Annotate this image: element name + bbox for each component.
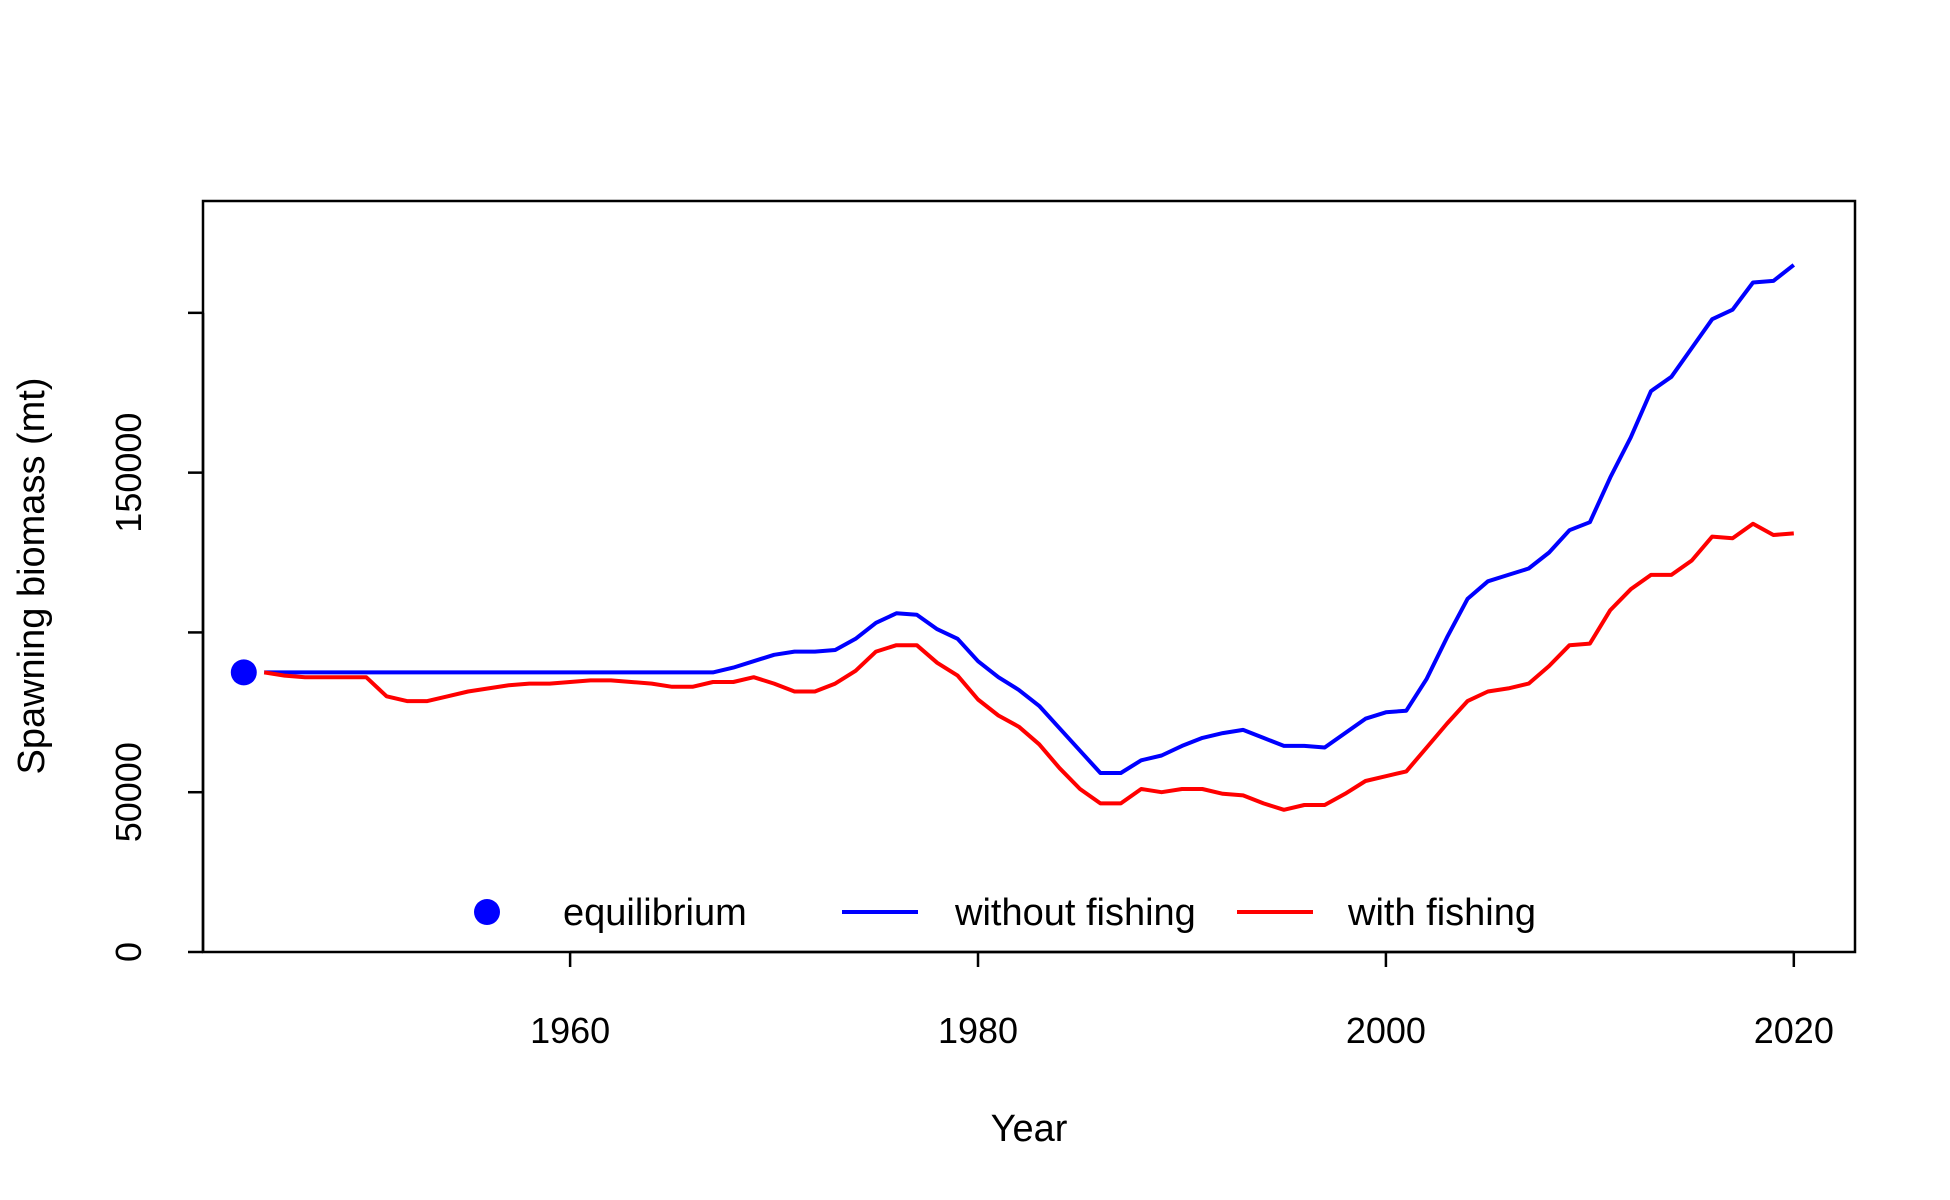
x-tick-label: 1960: [530, 1010, 610, 1051]
equilibrium-point: [230, 659, 257, 686]
y-tick-label: 0: [108, 942, 149, 962]
x-tick-label: 1980: [938, 1010, 1018, 1051]
y-tick-label: 50000: [108, 742, 149, 842]
points-layer: [230, 659, 257, 686]
series-line-without-fishing: [264, 263, 1796, 775]
y-tick-label: 150000: [108, 413, 149, 533]
legend-label-equilibrium: equilibrium: [563, 892, 747, 934]
legend-label-without-fishing: without fishing: [954, 892, 1196, 934]
legend-point-equilibrium: [474, 899, 500, 925]
series-line-with-fishing: [263, 521, 1794, 812]
series-layer: [263, 263, 1796, 812]
x-tick-label: 2000: [1346, 1010, 1426, 1051]
x-tick-label: 2020: [1754, 1010, 1834, 1051]
y-axis: 0 50000 150000: [108, 311, 205, 962]
legend-label-with-fishing: with fishing: [1347, 892, 1536, 934]
x-axis: 1960 1980 2000 2020: [530, 950, 1834, 1051]
x-axis-label: Year: [991, 1108, 1068, 1150]
legend: equilibrium without fishing with fishing: [474, 892, 1536, 934]
y-axis-label: Spawning biomass (mt): [11, 377, 53, 774]
plot-box: [201, 199, 1857, 954]
